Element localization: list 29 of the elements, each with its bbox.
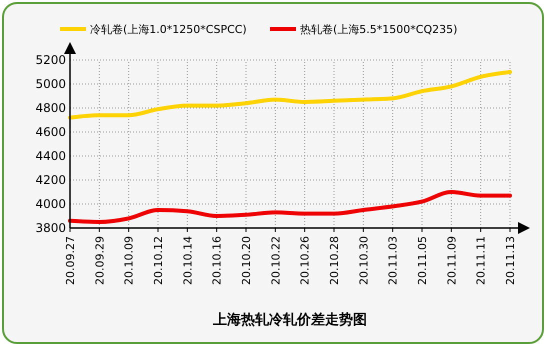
x-tick-label: 20.10.28 (328, 236, 341, 285)
x-tick-label: 20.10.26 (298, 236, 312, 285)
x-tick-label: 20.09.29 (93, 236, 106, 285)
x-tick-label: 20.11.03 (386, 236, 400, 285)
x-tick-label: 20.10.14 (181, 236, 194, 285)
x-tick-label: 20.10.30 (357, 236, 370, 285)
y-tick-label: 4800 (35, 101, 66, 116)
x-tick-label: 20.11.13 (504, 236, 517, 285)
x-tick-label: 20.10.22 (269, 236, 282, 285)
x-tick-label: 20.11.11 (474, 236, 488, 285)
x-tick-label: 20.10.16 (210, 236, 224, 285)
text: 上海热轧冷轧价差走势图 (212, 312, 367, 328)
y-tick-label: 4600 (35, 125, 66, 140)
line-series (68, 190, 512, 224)
x-tick-label: 20.11.09 (445, 236, 458, 285)
y-tick-label: 3800 (35, 221, 66, 236)
legend-label: 热轧卷(上海5.5*1500*CQ235) (300, 22, 458, 36)
y-tick-label: 5000 (35, 77, 66, 92)
x-tick-label: 20.10.20 (240, 236, 253, 285)
legend-label: 冷轧卷(上海1.0*1250*CSPCC) (90, 22, 247, 36)
y-tick-label: 4200 (35, 173, 66, 188)
y-tick-label: 5200 (35, 53, 66, 68)
line-series (68, 70, 512, 120)
x-tick-label: 20.10.12 (152, 236, 165, 285)
x-tick-label: 20.11.05 (416, 236, 429, 285)
x-tick-label: 20.09.27 (64, 236, 77, 285)
y-tick-label: 4000 (35, 197, 66, 212)
y-tick-label: 4400 (35, 149, 66, 164)
x-tick-label: 20.10.09 (122, 236, 136, 285)
